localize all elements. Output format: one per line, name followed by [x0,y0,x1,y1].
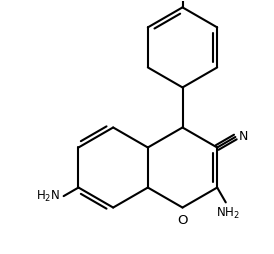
Text: O: O [177,214,188,227]
Text: H$_2$N: H$_2$N [36,188,60,204]
Text: N: N [239,130,249,142]
Text: NH$_2$: NH$_2$ [216,206,239,221]
